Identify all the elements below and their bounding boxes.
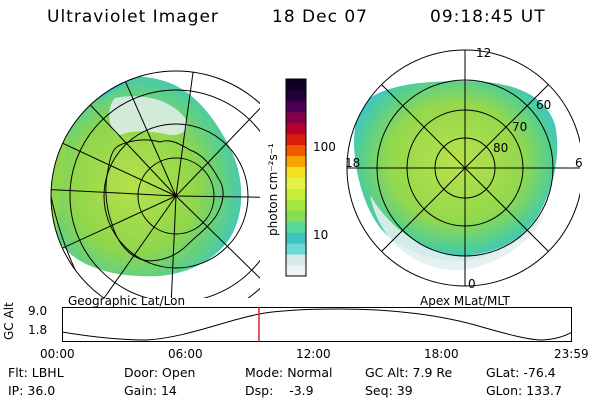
gcalt-status: GC Alt: 7.9 Re bbox=[365, 365, 453, 380]
apex-frame bbox=[346, 49, 580, 287]
instrument-title: Ultraviolet Imager bbox=[47, 7, 219, 27]
colorbar-swatch bbox=[286, 232, 306, 244]
colorbar-swatch bbox=[286, 133, 306, 146]
geo-pale-region bbox=[109, 96, 188, 136]
geo-frame bbox=[50, 70, 260, 298]
colorbar-swatch bbox=[286, 166, 306, 178]
mlt-label-6: 6 bbox=[575, 156, 583, 170]
colorbar: photon cm⁻²s⁻¹ bbox=[266, 78, 307, 277]
mlt-label-12: 12 bbox=[476, 46, 492, 60]
colorbar-swatch bbox=[286, 199, 306, 211]
mlt-label-18: 18 bbox=[345, 156, 361, 170]
seq-status: Seq: 39 bbox=[365, 383, 413, 398]
orbit-xtick-0: 00:00 bbox=[40, 347, 75, 361]
colorbar-swatch bbox=[286, 210, 306, 222]
date-label: 18 Dec 07 bbox=[272, 7, 368, 27]
orbit-ytick-low: 1.8 bbox=[28, 323, 48, 337]
colorbar-swatch bbox=[286, 254, 306, 266]
apex-caption: Apex MLat/MLT bbox=[420, 294, 510, 308]
ip-status: IP: 36.0 bbox=[8, 383, 56, 398]
colorbar-swatch bbox=[286, 155, 306, 168]
colorbar-swatch bbox=[286, 177, 306, 189]
colorbar-label: photon cm⁻²s⁻¹ bbox=[266, 143, 280, 236]
colorbar-swatch bbox=[286, 100, 306, 113]
antarctica-coastline bbox=[105, 139, 224, 262]
mlat-label-60: 60 bbox=[536, 98, 552, 112]
apex-map-panel bbox=[346, 49, 580, 287]
orbit-xtick-4: 23:59 bbox=[554, 347, 589, 361]
colorbar-swatch bbox=[286, 79, 306, 91]
gain-status: Gain: 14 bbox=[124, 383, 177, 398]
colorbar-swatch bbox=[286, 89, 306, 102]
colorbar-tick-100: 100 bbox=[313, 140, 336, 154]
mlat-label-80: 80 bbox=[493, 141, 509, 155]
colorbar-swatch bbox=[286, 243, 306, 255]
geographic-map-panel bbox=[50, 70, 260, 298]
colorbar-swatch bbox=[286, 265, 306, 277]
colorbar-swatch bbox=[286, 188, 306, 200]
orbit-ylabel: GC Alt bbox=[2, 302, 16, 340]
glon-status: GLon: 133.7 bbox=[486, 383, 562, 398]
door-status: Door: Open bbox=[124, 365, 196, 380]
glat-status: GLat: -76.4 bbox=[486, 365, 556, 380]
colorbar-tick-10: 10 bbox=[313, 228, 329, 242]
orbit-ytick-high: 9.0 bbox=[28, 304, 48, 318]
orbit-altitude-plot bbox=[62, 307, 572, 342]
apex-pale-region bbox=[370, 195, 545, 271]
colorbar-swatch bbox=[286, 111, 306, 124]
dsp-status: Dsp: -3.9 bbox=[245, 383, 314, 398]
time-label: 09:18:45 UT bbox=[430, 7, 546, 27]
mode-status: Mode: Normal bbox=[245, 365, 333, 380]
geo-caption: Geographic Lat/Lon bbox=[68, 294, 186, 308]
mlt-meridians bbox=[347, 50, 580, 286]
mlat-label-70: 70 bbox=[512, 120, 528, 134]
colorbar-swatch bbox=[286, 144, 306, 157]
orbit-xtick-1: 06:00 bbox=[168, 347, 203, 361]
orbit-xtick-2: 12:00 bbox=[296, 347, 331, 361]
geo-lat-circle bbox=[137, 157, 215, 235]
colorbar-swatch bbox=[286, 221, 306, 233]
orbit-xtick-3: 18:00 bbox=[424, 347, 459, 361]
colorbar-swatch bbox=[286, 122, 306, 135]
geo-lat-circle bbox=[103, 123, 249, 269]
geo-lat-circle bbox=[69, 89, 260, 298]
orbit-altitude-curve bbox=[62, 308, 572, 341]
filter-status: Flt: LBHL bbox=[8, 365, 64, 380]
mlt-label-0: 0 bbox=[468, 277, 476, 291]
